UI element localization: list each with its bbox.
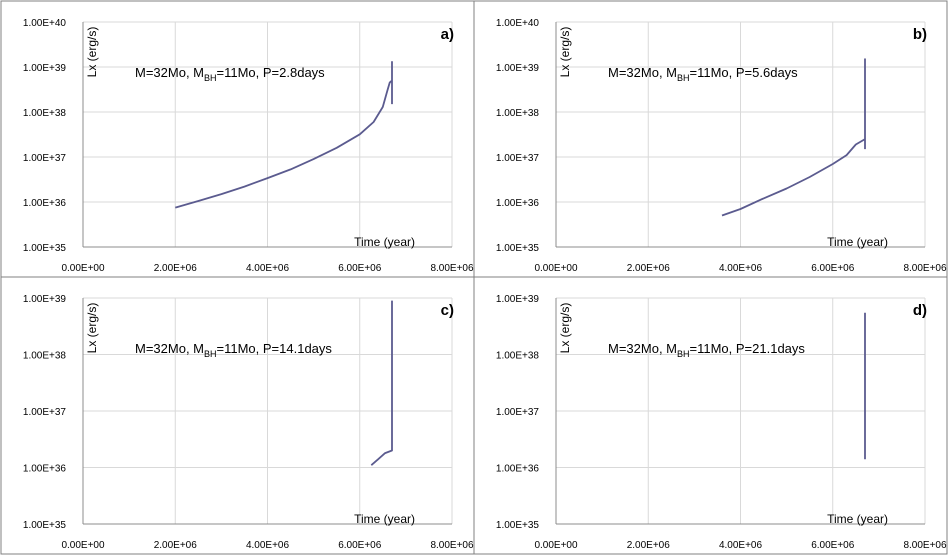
x-tick-label: 2.00E+06 — [627, 263, 671, 274]
y-tick-label: 1.00E+35 — [496, 243, 540, 254]
panel-label: b) — [913, 26, 927, 43]
x-tick-label: 8.00E+06 — [430, 263, 474, 274]
y-tick-label: 1.00E+38 — [23, 108, 67, 119]
series-line — [370, 300, 393, 466]
x-tick-label: 0.00E+00 — [61, 263, 105, 274]
x-tick-label: 0.00E+00 — [534, 540, 578, 551]
y-tick-label: 1.00E+40 — [23, 18, 67, 29]
x-axis-label: Time (year) — [354, 235, 415, 249]
x-tick-label: 8.00E+06 — [903, 540, 947, 551]
x-axis-label: Time (year) — [827, 235, 888, 249]
panel-d: 0.00E+00 2.00E+06 4.00E+06 6.00E+06 8.00E+06… — [496, 294, 947, 551]
y-tick-label: 1.00E+39 — [496, 63, 540, 74]
x-tick-label: 0.00E+00 — [534, 263, 578, 274]
y-tick-label: 1.00E+38 — [496, 351, 540, 362]
annotation: M=32Mo, MBH=11Mo, P=14.1days — [135, 341, 332, 359]
panel-c: 0.00E+00 2.00E+06 4.00E+06 6.00E+06 8.00E+06… — [23, 294, 474, 551]
y-tick-label: 1.00E+36 — [496, 464, 540, 475]
y-tick-label: 1.00E+39 — [496, 294, 540, 305]
x-tick-label: 2.00E+06 — [154, 540, 198, 551]
y-tick-label: 1.00E+35 — [496, 520, 540, 531]
annotation: M=32Mo, MBH=11Mo, P=5.6days — [608, 65, 798, 83]
series-line — [175, 61, 393, 209]
y-tick-label: 1.00E+40 — [496, 18, 540, 29]
x-tick-label: 8.00E+06 — [903, 263, 947, 274]
y-tick-label: 1.00E+35 — [23, 243, 67, 254]
x-axis-label: Time (year) — [827, 512, 888, 526]
y-tick-label: 1.00E+39 — [23, 294, 67, 305]
x-tick-label: 2.00E+06 — [627, 540, 671, 551]
y-tick-label: 1.00E+37 — [496, 153, 540, 164]
y-tick-label: 1.00E+38 — [23, 351, 67, 362]
x-tick-label: 6.00E+06 — [811, 263, 855, 274]
y-tick-label: 1.00E+39 — [23, 63, 67, 74]
x-tick-label: 0.00E+00 — [61, 540, 105, 551]
x-tick-label: 4.00E+06 — [246, 540, 290, 551]
y-tick-label: 1.00E+37 — [23, 153, 67, 164]
x-tick-label: 6.00E+06 — [811, 540, 855, 551]
y-tick-label: 1.00E+36 — [23, 198, 67, 209]
panel-label: d) — [913, 302, 927, 319]
x-tick-label: 4.00E+06 — [719, 263, 763, 274]
y-tick-label: 1.00E+37 — [496, 407, 540, 418]
x-tick-label: 6.00E+06 — [338, 263, 382, 274]
panel-a: 0.00E+00 2.00E+06 4.00E+06 6.00E+06 8.00E+06… — [23, 18, 474, 274]
x-tick-label: 6.00E+06 — [338, 540, 382, 551]
annotation: M=32Mo, MBH=11Mo, P=21.1days — [608, 341, 805, 359]
y-tick-label: 1.00E+37 — [23, 407, 67, 418]
x-tick-label: 4.00E+06 — [719, 540, 763, 551]
panel-label: a) — [441, 26, 454, 43]
panel-b: 0.00E+00 2.00E+06 4.00E+06 6.00E+06 8.00E+06… — [496, 18, 947, 274]
y-tick-label: 1.00E+38 — [496, 108, 540, 119]
x-tick-label: 2.00E+06 — [154, 263, 198, 274]
x-tick-label: 8.00E+06 — [430, 540, 474, 551]
x-axis-label: Time (year) — [354, 512, 415, 526]
panel-label: c) — [441, 302, 454, 319]
y-axis-label: Lx (erg/s) — [85, 303, 99, 354]
y-tick-label: 1.00E+36 — [23, 464, 67, 475]
y-tick-label: 1.00E+36 — [496, 198, 540, 209]
y-axis-label: Lx (erg/s) — [558, 303, 572, 354]
y-tick-label: 1.00E+35 — [23, 520, 67, 531]
y-axis-label: Lx (erg/s) — [558, 27, 572, 78]
series-line — [721, 58, 866, 217]
panel-frame — [473, 276, 948, 555]
annotation: M=32Mo, MBH=11Mo, P=2.8days — [135, 65, 325, 83]
x-tick-label: 4.00E+06 — [246, 263, 290, 274]
y-axis-label: Lx (erg/s) — [85, 27, 99, 78]
